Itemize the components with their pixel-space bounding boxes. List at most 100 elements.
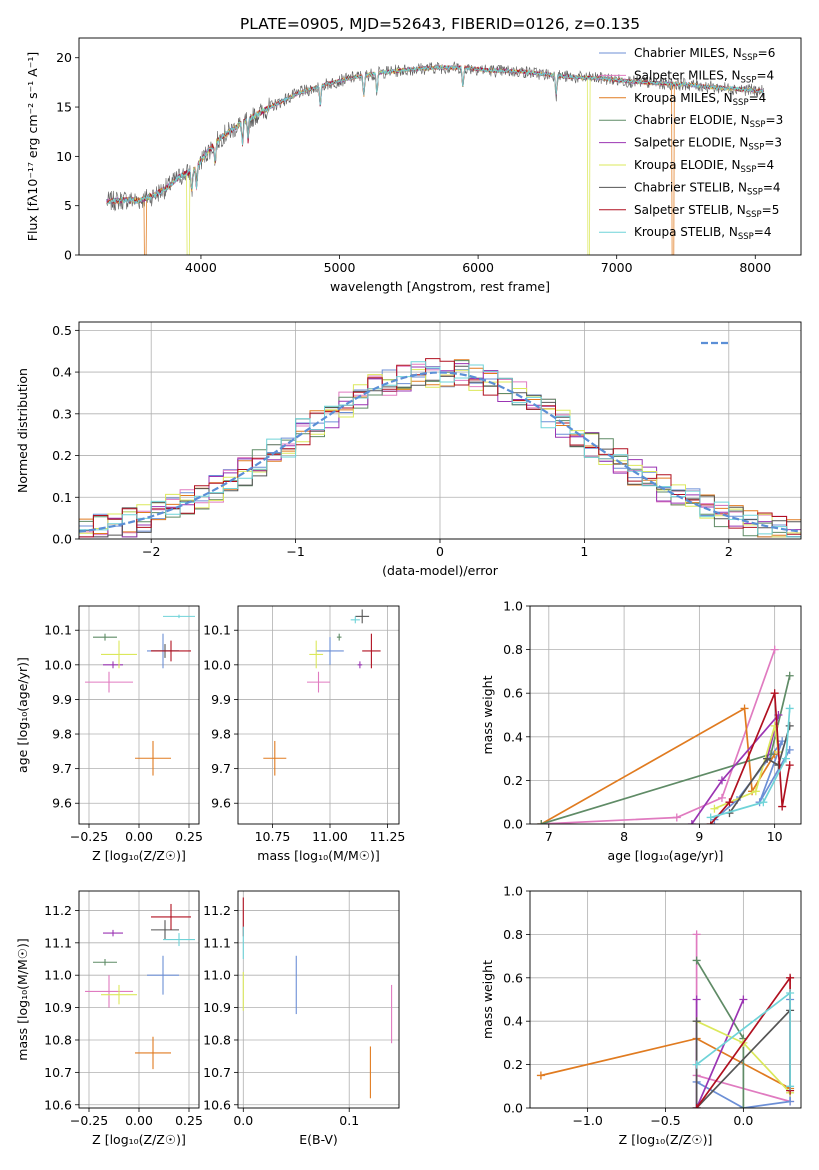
y-tick-label: 0.8	[503, 642, 523, 657]
plot-area	[537, 645, 794, 824]
panel-age_vs_mass: 10.75 11.00 11.25 9.6 9.7 9.8 9.9 10.0 10.1 mass …	[203, 605, 406, 863]
y-tick-label: 0.2	[52, 448, 72, 463]
y-tick-label: 0.2	[503, 773, 523, 788]
y-axis-label: mass [log₁₀(M/M☉)]	[15, 938, 30, 1060]
plot-area	[79, 358, 801, 539]
y-tick-label: 10.6	[203, 1097, 231, 1112]
y-tick-label: 10.1	[44, 623, 72, 638]
legend-value: =3	[764, 136, 782, 150]
legend: Chabrier MILES, NSSP=6 Salpeter MILES, NS…	[599, 46, 783, 242]
mw-marker-kroupa_miles	[740, 704, 749, 713]
axes-frame: −1.0 −0.5 0.0 0.0 0.2 0.4 0.6 0.8 1.0 Z [log₁₀(Z/…	[480, 884, 802, 1147]
y-tick-label: 10.9	[44, 1000, 72, 1015]
mw-marker-salpeter_miles	[692, 930, 701, 939]
y-tick-label: 0.6	[503, 970, 523, 985]
x-tick-label: 9	[695, 829, 703, 844]
y-tick-label: 9.8	[211, 727, 231, 742]
axes-frame: −0.25 0.00 0.25 9.6 9.7 9.8 9.9 10.0 10.1 Z [log₁…	[15, 605, 203, 863]
y-tick-label: 0.4	[503, 1014, 523, 1029]
y-axis-label: age [log₁₀(age/yr)]	[15, 657, 30, 773]
axes-frame: 0.0 0.1 10.6 10.7 10.8 10.9 11.0 11.1 11.2 E(B-V)	[203, 890, 400, 1147]
figure-title: PLATE=0905, MJD=52643, FIBERID=0126, z=0…	[240, 15, 640, 33]
x-tick-label: −0.5	[650, 1113, 680, 1128]
y-tick-label: 0.2	[503, 1057, 523, 1072]
histogram-kroupa_stelib	[79, 361, 801, 539]
x-tick-label: 2	[725, 544, 733, 559]
legend-subscript: SSP	[748, 143, 764, 153]
panel-mw_vs_Z: −1.0 −0.5 0.0 0.0 0.2 0.4 0.6 0.8 1.0 Z [log₁₀(Z/…	[480, 884, 802, 1147]
mw-marker-kroupa_stelib	[785, 704, 794, 713]
x-tick-label: 0.00	[125, 829, 153, 844]
y-tick-label: 0.1	[52, 490, 72, 505]
mw-marker-kroupa_elodie	[710, 804, 719, 813]
y-tick-label: 0.0	[503, 817, 523, 832]
x-tick-label: 0.00	[125, 1113, 153, 1128]
y-tick-label: 0.5	[52, 323, 72, 338]
axes-border	[237, 890, 400, 1109]
plot-area	[106, 61, 764, 255]
axes-frame: −0.25 0.00 0.25 10.6 10.7 10.8 10.9 11.0 11.1 11.…	[15, 890, 203, 1147]
legend-entry-salpeter_stelib: Salpeter STELIB, NSSP=5	[634, 203, 779, 220]
y-tick-label: 0.4	[503, 729, 523, 744]
y-tick-label: 20	[56, 50, 72, 65]
x-axis-label: Z [log₁₀(Z/Z☉)]	[92, 1132, 186, 1147]
axes-border	[237, 605, 400, 825]
mw-marker-salpeter_stelib	[692, 1104, 701, 1108]
legend-entry-salpeter_miles: Salpeter MILES, NSSP=4	[634, 68, 774, 85]
legend-entry-salpeter_elodie: Salpeter ELODIE, NSSP=3	[634, 136, 782, 153]
legend-value: =4	[756, 158, 774, 172]
x-axis-label: age [log₁₀(age/yr)]	[608, 848, 724, 863]
axes-frame: −2 −1 0 1 2 0.0 0.1 0.2 0.3 0.4 0.5 (data-model)/er…	[15, 321, 802, 578]
y-tick-label: 9.7	[211, 761, 231, 776]
mw-marker-chabrier_elodie	[739, 1104, 748, 1108]
axes-frame: 4000 5000 6000 7000 8000 0 5 10 15 20 wavelength […	[25, 37, 802, 294]
legend-entry-chabrier_miles: Chabrier MILES, NSSP=6	[634, 46, 775, 63]
x-axis-label: E(B-V)	[299, 1132, 338, 1147]
mw-marker-kroupa_miles	[536, 1071, 545, 1080]
y-tick-label: 10.0	[44, 657, 72, 672]
x-tick-label: 7000	[601, 260, 633, 275]
legend-value: =4	[756, 68, 774, 82]
normal-curve	[79, 371, 801, 533]
x-tick-label: 4000	[185, 260, 217, 275]
mw-marker-salpeter_stelib	[785, 761, 794, 770]
legend-subscript: SSP	[741, 75, 757, 85]
axes-border	[529, 605, 802, 825]
legend-value: =4	[749, 91, 767, 105]
plot-area	[85, 903, 195, 1070]
y-tick-label: 11.1	[44, 935, 72, 950]
y-tick-label: 5	[64, 198, 72, 213]
legend-value: =5	[762, 203, 780, 217]
mw-marker-kroupa_stelib	[781, 754, 790, 763]
x-tick-label: −0.25	[70, 1113, 108, 1128]
y-tick-label: 0	[64, 248, 72, 263]
y-tick-label: 9.8	[52, 727, 72, 742]
legend-subscript: SSP	[742, 53, 758, 63]
legend-subscript: SSP	[746, 210, 762, 220]
y-tick-label: 1.0	[503, 884, 523, 899]
legend-entry-kroupa_stelib: Kroupa STELIB, NSSP=4	[634, 225, 772, 242]
y-tick-label: 10.9	[203, 1000, 231, 1015]
x-tick-label: 11.25	[370, 829, 406, 844]
y-tick-label: 9.6	[211, 796, 231, 811]
y-tick-label: 10.8	[44, 1032, 72, 1047]
legend-subscript: SSP	[738, 232, 754, 242]
axes-frame: 7 8 9 10 0.0 0.2 0.4 0.6 0.8 1.0 age [log₁₀(age/yr…	[480, 599, 802, 863]
panel-mass_vs_ebv: 0.0 0.1 10.6 10.7 10.8 10.9 11.0 11.1 11.2 E(B-V)	[203, 890, 400, 1147]
axes-border	[78, 890, 200, 1109]
x-tick-label: 5000	[324, 260, 356, 275]
y-tick-label: 11.0	[44, 968, 72, 983]
panel-spectrum: 4000 5000 6000 7000 8000 0 5 10 15 20 wavelength […	[25, 37, 802, 294]
axes-frame: 10.75 11.00 11.25 9.6 9.7 9.8 9.9 10.0 10.1 mass …	[203, 605, 406, 863]
legend-value: =4	[754, 225, 772, 239]
x-tick-label: −1.0	[572, 1113, 602, 1128]
x-tick-label: 10	[767, 829, 783, 844]
mw-line-salpeter_elodie	[691, 714, 780, 824]
x-tick-label: 6000	[462, 260, 494, 275]
x-axis-label: Z [log₁₀(Z/Z☉)]	[619, 1132, 713, 1147]
plot-area	[536, 930, 795, 1108]
x-tick-label: 1	[580, 544, 588, 559]
x-tick-label: −1	[286, 544, 304, 559]
y-axis-label: Normed distribution	[15, 368, 30, 493]
